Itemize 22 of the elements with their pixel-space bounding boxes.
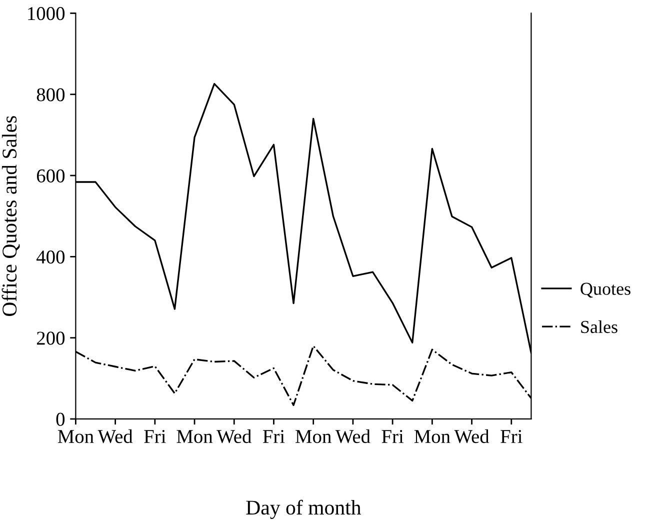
y-tick-label: 200	[36, 332, 65, 345]
y-axis-title: Office Quotes and Sales	[2, 116, 20, 316]
x-tick-label: Fri	[144, 430, 166, 443]
x-tick-label: Fri	[262, 430, 285, 443]
legend-label: Quotes	[580, 282, 630, 298]
legend-label: Sales	[581, 320, 618, 334]
y-tick-label: 1000	[28, 7, 65, 20]
x-tick-label: Mon	[414, 430, 450, 444]
y-tick-label: 800	[36, 88, 65, 102]
x-tick-label: Mon	[296, 430, 332, 444]
y-tick-label: 600	[36, 169, 65, 182]
x-axis-title: Day of month	[246, 500, 362, 519]
x-tick-label: Wed	[216, 429, 252, 444]
y-tick-label: 0	[56, 412, 65, 426]
x-tick-label: Fri	[500, 430, 522, 443]
x-tick-label: Wed	[454, 429, 490, 444]
x-tick-label: Fri	[382, 430, 404, 443]
x-tick-label: Mon	[58, 430, 94, 444]
x-tick-label: Mon	[176, 430, 213, 444]
y-tick-label: 400	[36, 250, 65, 264]
x-tick-label: Wed	[98, 429, 133, 444]
x-tick-label: Wed	[335, 429, 370, 444]
